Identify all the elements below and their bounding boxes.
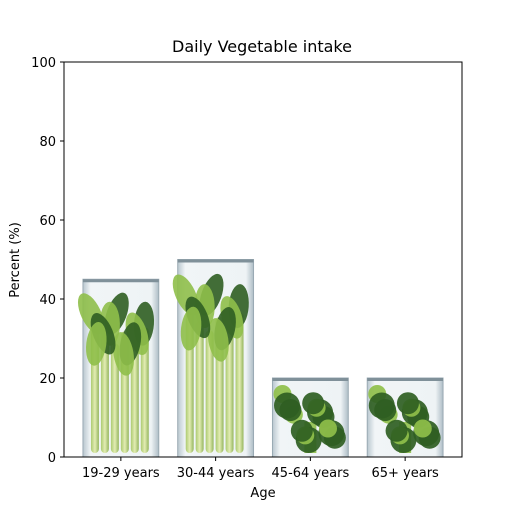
y-axis: 0 20 40 60 80 100: [31, 56, 64, 466]
y-tick-label: 60: [39, 214, 56, 229]
x-axis: 19-29 years 30-44 years 45-64 years 65+ yea…: [82, 457, 439, 481]
bar: [77, 278, 160, 458]
vegetable-fill: [273, 385, 346, 453]
plot-frame: [63, 61, 463, 458]
x-tick-label: 45-64 years: [272, 466, 350, 481]
bar: [366, 377, 444, 458]
x-tick-label: 30-44 years: [177, 466, 255, 481]
x-tick-label: 65+ years: [371, 466, 439, 481]
y-tick-label: 20: [39, 372, 56, 387]
bars-layer: [77, 259, 444, 458]
vegetable-fill: [77, 292, 155, 453]
chart-title: Daily Vegetable intake: [172, 37, 352, 56]
bar-rim: [367, 378, 444, 381]
x-axis-label: Age: [250, 486, 275, 501]
bar-rim: [82, 279, 159, 283]
y-axis-label: Percent (%): [8, 222, 23, 298]
vegetable-fill: [172, 273, 249, 453]
bar-rim: [272, 378, 349, 381]
bar: [172, 259, 255, 458]
bar: [271, 377, 349, 458]
vegetable-fill: [368, 385, 441, 453]
x-tick-label: 19-29 years: [82, 466, 160, 481]
y-tick-label: 100: [31, 56, 56, 71]
y-tick-label: 80: [39, 135, 56, 150]
y-tick-label: 0: [48, 451, 56, 466]
y-tick-label: 40: [39, 293, 56, 308]
bar-rim: [177, 259, 254, 263]
